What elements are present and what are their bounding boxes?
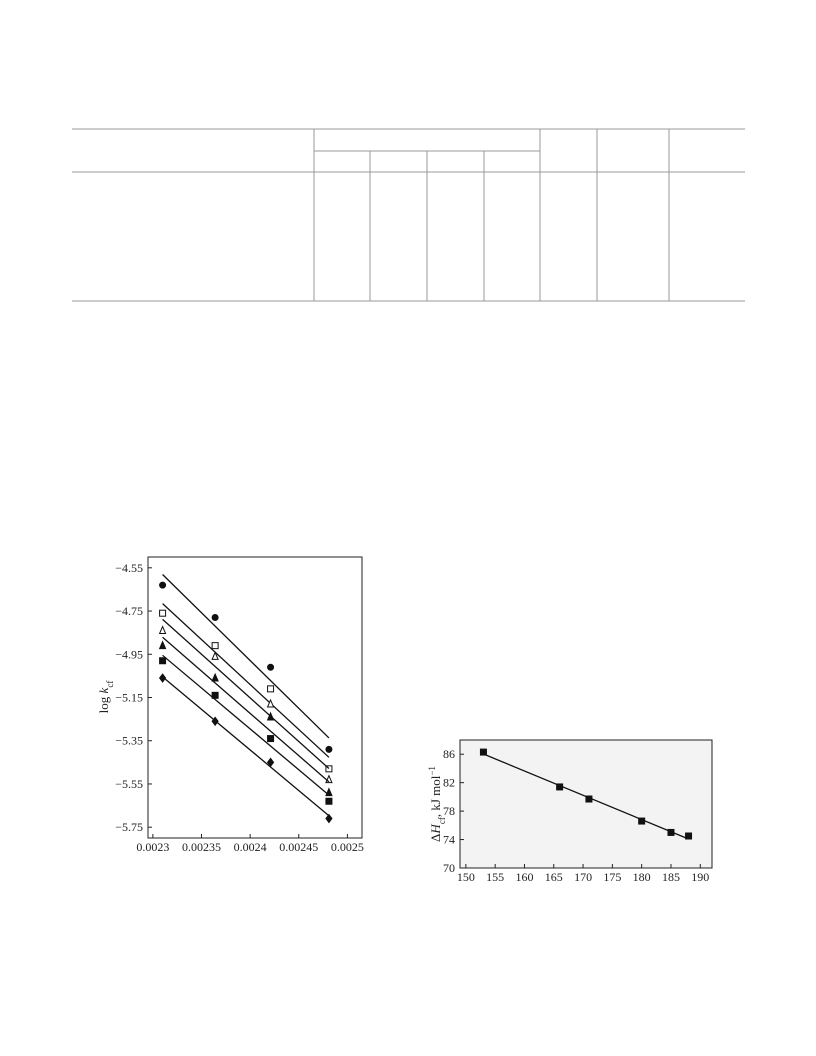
y-tick-label: 86 bbox=[443, 747, 455, 761]
point bbox=[638, 817, 646, 825]
table-frame bbox=[72, 128, 745, 302]
point bbox=[211, 642, 219, 650]
y-axis-label-part: cf bbox=[105, 681, 115, 688]
point bbox=[159, 581, 167, 589]
x-tick-label: 160 bbox=[515, 870, 533, 884]
fit-line bbox=[162, 676, 330, 817]
chart: 150 155 160 165 170 175 180 185 190 70 74 78 82 86 ΔHc… bbox=[427, 739, 713, 884]
x-tick-label: 175 bbox=[603, 870, 621, 884]
point bbox=[159, 609, 167, 617]
y-tick-label: −5.75 bbox=[115, 820, 143, 834]
y-axis-label-part: Δ bbox=[428, 834, 443, 842]
y-tick-label: 78 bbox=[443, 804, 455, 818]
point bbox=[667, 828, 675, 836]
x-tick-label: 185 bbox=[662, 870, 680, 884]
y-tick-label: −5.35 bbox=[115, 734, 143, 748]
point bbox=[266, 698, 275, 708]
y-axis-label-part: , kJ mol bbox=[428, 775, 443, 817]
y-tick-label: −4.75 bbox=[115, 604, 143, 618]
chart: 0.0023 0.00235 0.0024 0.00245 0.0025 −4.55 −4.… bbox=[96, 556, 364, 854]
x-tick-label: 180 bbox=[633, 870, 651, 884]
point bbox=[267, 685, 275, 693]
y-tick-label: −4.95 bbox=[115, 647, 143, 661]
point bbox=[267, 735, 275, 743]
point bbox=[158, 673, 167, 683]
y-tick-label: 82 bbox=[443, 776, 455, 790]
x-tick-label: 165 bbox=[545, 870, 563, 884]
x-tick-label: 0.0024 bbox=[234, 840, 267, 854]
point bbox=[211, 651, 219, 660]
point bbox=[325, 813, 333, 824]
point bbox=[211, 672, 219, 682]
y-tick-label: 74 bbox=[443, 833, 455, 847]
fit-line bbox=[162, 574, 330, 739]
x-tick-label: 0.0023 bbox=[136, 840, 169, 854]
point bbox=[158, 625, 167, 634]
point bbox=[211, 716, 219, 727]
point bbox=[685, 832, 693, 840]
x-tick-label: 190 bbox=[691, 870, 709, 884]
point bbox=[211, 614, 219, 622]
x-tick-label: 0.00235 bbox=[182, 840, 221, 854]
point bbox=[325, 745, 333, 753]
y-axis-label-part: k bbox=[96, 687, 111, 693]
point bbox=[325, 797, 333, 805]
x-tick-label: 0.0025 bbox=[331, 840, 364, 854]
fit-line bbox=[162, 618, 330, 770]
y-tick-label: −5.55 bbox=[115, 777, 143, 791]
y-axis-label-part: −1 bbox=[427, 766, 437, 776]
x-tick-label: 170 bbox=[574, 870, 592, 884]
y-tick-label: −5.15 bbox=[115, 691, 143, 705]
point bbox=[479, 748, 487, 756]
y-axis-label-part: H bbox=[428, 824, 443, 835]
y-axis-label-part: log bbox=[96, 693, 111, 713]
x-tick-label: 155 bbox=[486, 870, 504, 884]
x-tick-label: 150 bbox=[457, 870, 475, 884]
point bbox=[211, 691, 219, 699]
point bbox=[266, 711, 275, 721]
y-axis-label-part: cf bbox=[437, 817, 447, 824]
plot-area bbox=[459, 739, 713, 869]
fit-line bbox=[162, 636, 330, 783]
fit-line bbox=[162, 654, 330, 796]
plot-area bbox=[147, 556, 363, 839]
point bbox=[159, 657, 167, 665]
y-tick-label: −4.55 bbox=[115, 561, 143, 575]
y-axis-label: ΔHcf, kJ mol−1 bbox=[427, 766, 447, 842]
point bbox=[556, 783, 564, 791]
point bbox=[267, 663, 275, 671]
point bbox=[585, 795, 593, 803]
x-tick-label: 0.00245 bbox=[279, 840, 318, 854]
point bbox=[325, 765, 333, 773]
y-axis-label: log kcf bbox=[96, 681, 115, 714]
fit-line bbox=[162, 603, 330, 758]
point bbox=[266, 757, 275, 768]
y-tick-label: 70 bbox=[443, 861, 455, 875]
point bbox=[158, 640, 167, 650]
